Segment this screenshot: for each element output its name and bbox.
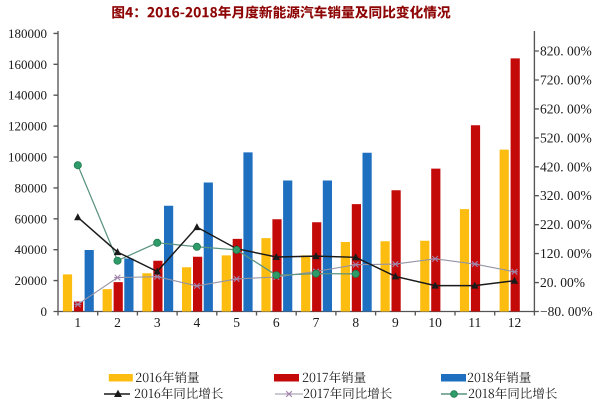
svg-text:80000: 80000 — [15, 180, 48, 195]
svg-text:60000: 60000 — [15, 211, 48, 226]
svg-text:20000: 20000 — [15, 273, 48, 288]
svg-text:520. 00%: 520. 00% — [540, 130, 592, 145]
svg-text:12: 12 — [508, 315, 522, 330]
svg-text:7: 7 — [313, 315, 320, 330]
svg-text:420. 00%: 420. 00% — [540, 159, 592, 174]
svg-text:220. 00%: 220. 00% — [540, 217, 592, 232]
svg-text:0: 0 — [41, 304, 48, 319]
svg-text:320. 00%: 320. 00% — [540, 188, 592, 203]
svg-text:820. 00%: 820. 00% — [540, 44, 592, 59]
svg-text:620. 00%: 620. 00% — [540, 101, 592, 116]
svg-text:8: 8 — [352, 315, 359, 330]
svg-text:40000: 40000 — [15, 242, 48, 257]
svg-text:6: 6 — [273, 315, 280, 330]
svg-text:140000: 140000 — [8, 88, 47, 103]
svg-text:180000: 180000 — [8, 26, 47, 41]
svg-text:1: 1 — [74, 315, 81, 330]
svg-text:120000: 120000 — [8, 119, 47, 134]
svg-text:3: 3 — [154, 315, 161, 330]
svg-text:10: 10 — [428, 315, 442, 330]
svg-text:720. 00%: 720. 00% — [540, 73, 592, 88]
svg-text:9: 9 — [392, 315, 399, 330]
svg-text:11: 11 — [468, 315, 481, 330]
svg-text:4: 4 — [194, 315, 201, 330]
svg-text:2: 2 — [114, 315, 121, 330]
svg-text:20. 00%: 20. 00% — [540, 275, 585, 290]
svg-text:160000: 160000 — [8, 57, 47, 72]
svg-text:120. 00%: 120. 00% — [540, 246, 592, 261]
svg-text:100000: 100000 — [8, 150, 47, 165]
svg-text:−80. 00%: −80. 00% — [540, 304, 593, 319]
svg-text:5: 5 — [233, 315, 240, 330]
